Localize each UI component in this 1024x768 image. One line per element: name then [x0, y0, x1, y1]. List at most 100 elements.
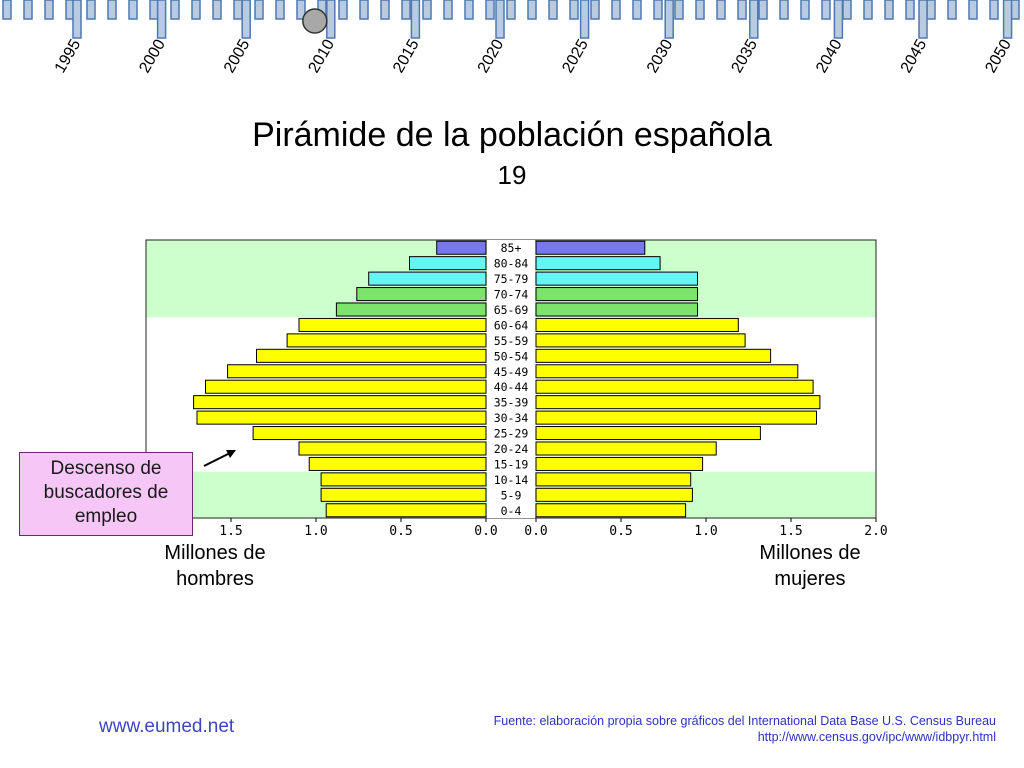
- bar-women-70-74: [535, 287, 698, 302]
- timeline-major-tick[interactable]: [664, 0, 674, 39]
- age-label-column: [487, 240, 535, 518]
- source-text: Fuente: elaboración propia sobre gráfico…: [493, 714, 996, 728]
- timeline-tick: [779, 0, 789, 20]
- bar-women-80-84: [535, 256, 661, 271]
- bar-men-65-69: [335, 302, 487, 317]
- timeline-tick: [212, 0, 222, 20]
- timeline-tick: [737, 0, 747, 20]
- timeline-major-tick[interactable]: [918, 0, 928, 39]
- timeline-tick: [968, 0, 978, 20]
- timeline-tick: [275, 0, 285, 20]
- page-subtitle: 19: [497, 160, 527, 190]
- timeline-major-tick[interactable]: [833, 0, 844, 39]
- age-label-15-19: 15-19: [494, 457, 529, 471]
- bar-women-35-39: [535, 395, 821, 410]
- bar-men-5-9: [320, 487, 487, 502]
- bar-women-85+: [535, 240, 646, 255]
- age-label-5-9: 5-9: [501, 488, 522, 502]
- age-label-10-14: 10-14: [494, 473, 529, 487]
- timeline-tick: [23, 0, 33, 20]
- bar-men-85+: [436, 240, 487, 255]
- timeline-major-tick[interactable]: [1002, 0, 1013, 39]
- timeline-tick: [527, 0, 537, 20]
- timeline-tick: [485, 0, 495, 20]
- bar-women-15-19: [535, 456, 704, 471]
- tick-women-1.0: 1.0: [694, 524, 717, 539]
- page-title: Pirámide de la población española: [252, 116, 772, 154]
- bar-men-10-14: [320, 472, 487, 487]
- source-note: Fuente: elaboración propia sobre gráfico…: [494, 713, 996, 745]
- timeline-slider-knob[interactable]: [302, 8, 328, 34]
- age-label-0-4: 0-4: [501, 504, 522, 518]
- timeline-tick: [884, 0, 894, 20]
- bar-men-75-79: [368, 271, 487, 286]
- site-link[interactable]: www.eumed.net: [99, 716, 235, 737]
- timeline-tick: [863, 0, 873, 20]
- timeline-major-tick[interactable]: [495, 0, 505, 39]
- timeline-tick: [716, 0, 726, 20]
- bar-women-0-4: [535, 503, 687, 518]
- timeline-major-tick[interactable]: [156, 0, 167, 39]
- timeline-tick: [548, 0, 558, 20]
- timeline-major-tick[interactable]: [579, 0, 590, 39]
- bar-women-50-54: [535, 348, 772, 363]
- timeline-tick: [401, 0, 411, 20]
- timeline-tick: [695, 0, 705, 20]
- timeline-tick: [422, 0, 432, 20]
- bar-women-40-44: [535, 379, 814, 394]
- bar-women-55-59: [535, 333, 746, 348]
- tick-men-1.5: 1.5: [219, 524, 242, 539]
- timeline-tick: [44, 0, 54, 20]
- bar-women-65-69: [535, 302, 698, 317]
- source-url[interactable]: http://www.census.gov/ipc/www/idbpyr.htm…: [757, 730, 996, 744]
- timeline-tick: [611, 0, 621, 20]
- bar-men-20-24: [298, 441, 487, 456]
- bar-women-10-14: [535, 472, 692, 487]
- bar-men-50-54: [256, 348, 487, 363]
- bar-men-30-34: [196, 410, 487, 425]
- tick-women-0.0: 0.0: [524, 524, 547, 539]
- timeline-tick: [338, 0, 348, 20]
- year-timeline[interactable]: 1995 2000 2005 2010 2015 2020 2025 2030 2035 2040…: [0, 0, 1024, 80]
- bar-women-5-9: [535, 487, 693, 502]
- age-label-65-69: 65-69: [494, 303, 529, 317]
- callout-arrow-head: [226, 450, 236, 458]
- age-label-25-29: 25-29: [494, 427, 529, 441]
- timeline-tick: [947, 0, 957, 20]
- bar-women-75-79: [535, 271, 698, 286]
- timeline-tick: [296, 0, 306, 20]
- age-label-35-39: 35-39: [494, 396, 529, 410]
- timeline-major-tick[interactable]: [72, 0, 82, 39]
- timeline-tick: [758, 0, 768, 20]
- bar-women-45-49: [535, 364, 799, 379]
- timeline-tick: [170, 0, 180, 20]
- age-label-60-64: 60-64: [494, 318, 529, 332]
- timeline-tick: [905, 0, 915, 20]
- timeline-tick: [191, 0, 201, 20]
- timeline-tick: [380, 0, 390, 20]
- bar-men-60-64: [298, 317, 487, 332]
- age-label-45-49: 45-49: [494, 365, 529, 379]
- bar-men-70-74: [356, 287, 487, 302]
- timeline-major-tick[interactable]: [410, 0, 421, 39]
- timeline-tick: [674, 0, 684, 20]
- timeline-major-tick[interactable]: [241, 0, 251, 39]
- timeline-major-tick[interactable]: [749, 0, 759, 39]
- timeline-tick: [653, 0, 663, 20]
- bar-men-35-39: [193, 395, 487, 410]
- tick-men-0.0: 0.0: [474, 524, 497, 539]
- age-label-20-24: 20-24: [494, 442, 529, 456]
- timeline-tick: [821, 0, 831, 20]
- age-label-50-54: 50-54: [494, 349, 529, 363]
- timeline-tick: [86, 0, 96, 20]
- age-label-40-44: 40-44: [494, 380, 529, 394]
- bar-women-30-34: [535, 410, 817, 425]
- bar-men-0-4: [325, 503, 487, 518]
- tick-women-0.5: 0.5: [609, 524, 632, 539]
- bar-men-55-59: [286, 333, 487, 348]
- age-label-75-79: 75-79: [494, 272, 529, 286]
- age-label-30-34: 30-34: [494, 411, 529, 425]
- timeline-tick: [506, 0, 516, 20]
- timeline-tick: [632, 0, 642, 20]
- timeline-tick: [443, 0, 453, 20]
